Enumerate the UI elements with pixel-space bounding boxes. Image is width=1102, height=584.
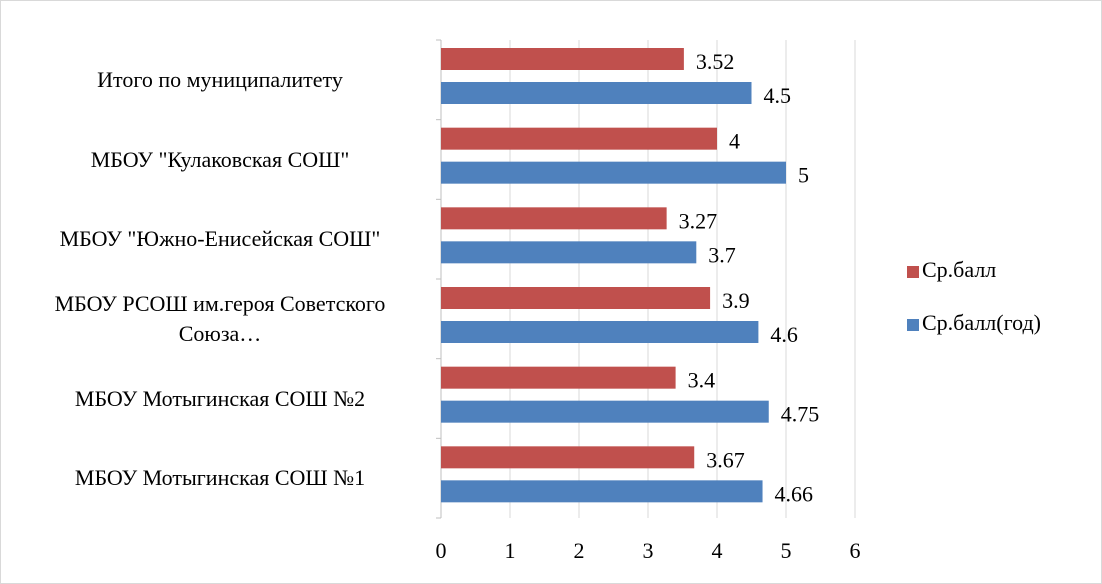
bar — [441, 161, 786, 184]
x-tick-label: 2 — [574, 538, 585, 563]
y-tick-label: МБОУ РСОШ им.героя Советского Союза… — [54, 290, 386, 346]
x-tick-label: 6 — [850, 538, 861, 563]
data-label: 4.75 — [781, 402, 820, 427]
data-label: 3.52 — [696, 49, 735, 74]
data-label: 3.7 — [708, 242, 736, 267]
x-tick-label: 5 — [781, 538, 792, 563]
data-label: 3.9 — [722, 288, 750, 313]
y-tick-label: МБОУ Мотыгинская СОШ №2 — [74, 385, 366, 411]
y-tick-label: МБОУ "Южно-Енисейская СОШ" — [59, 226, 381, 252]
legend-marker — [907, 266, 919, 278]
bar — [441, 287, 711, 309]
data-label: 3.27 — [679, 208, 718, 233]
data-label: 5 — [798, 163, 809, 188]
data-label: 4.6 — [770, 322, 798, 347]
bar — [441, 321, 759, 343]
data-label: 4.66 — [775, 481, 814, 506]
bar — [441, 366, 676, 389]
bar — [441, 480, 763, 503]
bar — [441, 48, 684, 70]
x-tick-label: 0 — [436, 538, 447, 563]
x-tick-label: 1 — [505, 538, 516, 563]
legend-label: Ср.балл(год) — [922, 310, 1041, 335]
bar — [441, 207, 667, 230]
x-tick-label: 4 — [712, 538, 723, 563]
data-label: 3.67 — [706, 447, 745, 472]
legend-marker — [907, 319, 919, 331]
bar — [441, 127, 717, 150]
y-tick-label: Итого по муниципалитету — [97, 66, 343, 92]
y-tick-label: МБОУ "Кулаковская СОШ" — [90, 146, 350, 172]
legend-label: Ср.балл — [922, 257, 996, 282]
bar — [441, 446, 695, 469]
x-tick-label: 3 — [643, 538, 654, 563]
data-label: 4.5 — [764, 83, 792, 108]
bar — [441, 400, 769, 423]
data-label: 4 — [729, 129, 740, 154]
y-tick-label: МБОУ Мотыгинская СОШ №1 — [74, 465, 366, 491]
bar — [441, 241, 697, 264]
bar — [441, 82, 752, 104]
data-label: 3.4 — [688, 368, 716, 393]
